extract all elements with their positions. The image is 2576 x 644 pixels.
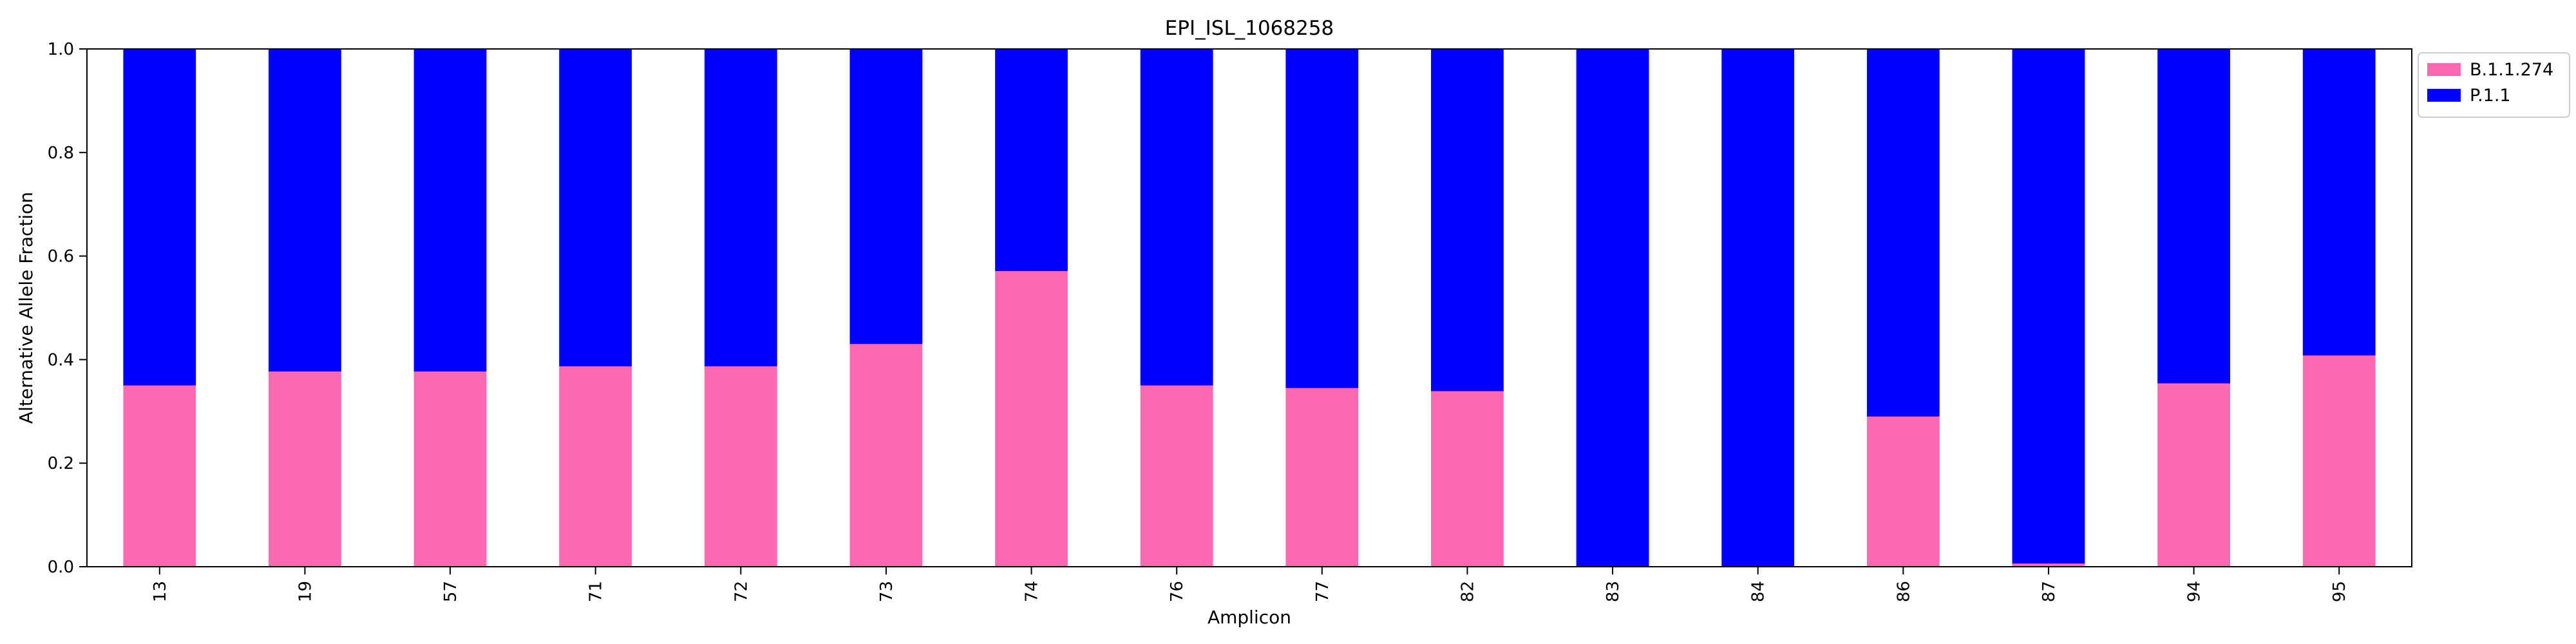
y-tick-label: 0.8 [48,144,74,163]
bar-72-series-0 [704,366,777,567]
bar-13-series-0 [123,385,196,567]
y-tick-label: 1.0 [48,40,74,59]
plot-frame [86,48,2412,567]
bar-71-series-1 [559,49,632,366]
x-tick-label: 94 [2185,581,2204,602]
bar-84-series-1 [1721,49,1795,567]
y-tick-label: 0.2 [48,454,74,473]
bar-73-series-0 [849,344,923,567]
x-tick-label: 71 [587,581,606,602]
bar-94-series-0 [2157,383,2230,567]
x-tick-label: 95 [2330,581,2349,602]
x-tick-label: 87 [2040,581,2059,602]
x-tick-label: 73 [877,581,896,602]
y-axis: 0.0 0.2 0.4 0.6 0.8 1.0 [48,40,87,577]
x-tick-label: 77 [1313,581,1332,602]
bar-87-series-0 [2012,564,2085,567]
y-tick-label: 0.6 [48,247,74,267]
bar-71-series-0 [559,366,632,567]
y-tick-label: 0.0 [48,558,74,577]
bar-57-series-1 [413,49,487,372]
bar-82-series-1 [1431,49,1504,392]
x-tick-label: 57 [441,581,460,602]
bar-73-series-1 [849,49,923,345]
bar-87-series-1 [2012,49,2085,564]
bar-86-series-1 [1866,49,1940,417]
bar-86-series-0 [1866,416,1940,567]
bar-95-series-0 [2302,355,2376,567]
x-axis: 13 19 57 71 72 73 74 76 77 82 83 84 86 87 94 95 [151,567,2349,602]
x-tick-label: 19 [296,581,315,602]
bar-82-series-0 [1431,391,1504,567]
bars-group [123,49,2376,567]
legend-entry: P.1.1 [2470,86,2511,106]
bar-72-series-1 [704,49,777,366]
x-axis-label: Amplicon [1208,607,1291,628]
legend-swatch [2427,63,2461,76]
bar-74-series-0 [995,270,1068,567]
legend-swatch [2427,89,2461,102]
y-axis-label: Alternative Allele Fraction [15,192,37,424]
x-tick-label: 84 [1749,581,1768,602]
x-tick-label: 86 [1894,581,1913,602]
bar-77-series-0 [1285,388,1359,567]
legend-entry: B.1.1.274 [2470,60,2553,80]
bar-19-series-0 [269,371,341,567]
chart-title: EPI_ISL_1068258 [1165,17,1334,40]
x-tick-label: 83 [1604,581,1623,602]
bar-83-series-1 [1576,49,1649,567]
bar-19-series-1 [269,49,341,372]
bar-94-series-1 [2157,49,2230,384]
bar-77-series-1 [1285,49,1359,388]
bar-57-series-0 [413,371,487,567]
bar-76-series-1 [1140,49,1213,386]
x-tick-label: 82 [1458,581,1477,602]
x-tick-label: 74 [1023,581,1042,602]
legend: B.1.1.274 P.1.1 [2418,52,2570,118]
bar-95-series-1 [2302,49,2376,355]
x-tick-label: 76 [1168,581,1187,602]
bar-13-series-1 [123,49,196,386]
bar-76-series-0 [1140,385,1213,567]
y-tick-label: 0.4 [48,350,74,370]
x-tick-label: 72 [732,581,751,602]
bar-74-series-1 [995,49,1068,271]
x-tick-label: 13 [151,581,170,602]
